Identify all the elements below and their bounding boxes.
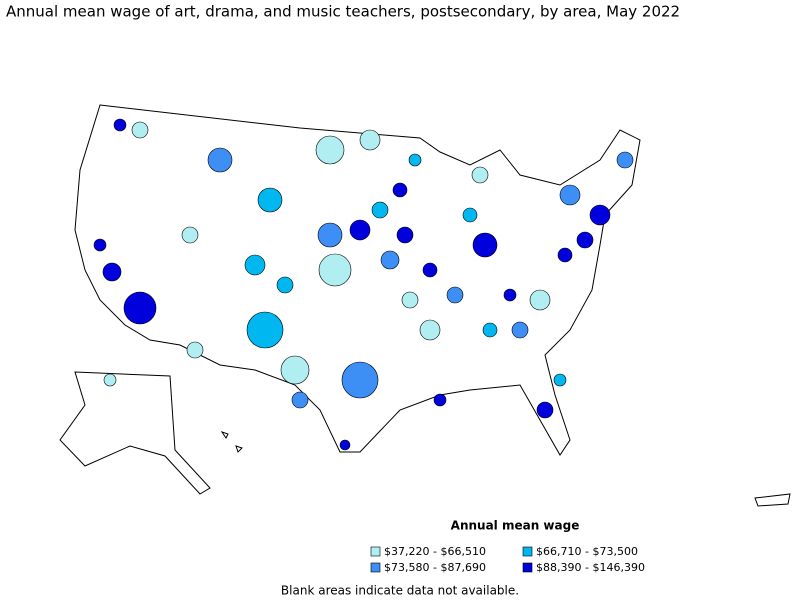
- wage-area: [462, 207, 478, 223]
- wage-area: [131, 121, 149, 139]
- wage-area: [291, 391, 309, 409]
- wage-area: [349, 219, 371, 241]
- legend-label: $37,220 - $66,510: [384, 545, 486, 558]
- wage-area: [103, 373, 117, 387]
- wage-area: [207, 147, 233, 173]
- wage-area: [553, 373, 567, 387]
- wage-area: [276, 276, 294, 294]
- legend-label: $73,580 - $87,690: [384, 561, 486, 574]
- wage-area: [246, 311, 284, 349]
- wage-area: [408, 153, 422, 167]
- wage-area: [422, 262, 438, 278]
- puerto-rico: [754, 493, 791, 507]
- wage-area: [280, 355, 310, 385]
- wage-area: [341, 361, 379, 399]
- wage-area: [536, 401, 554, 419]
- wage-area: [339, 439, 351, 451]
- legend-swatch: [370, 562, 381, 573]
- wage-area: [471, 166, 489, 184]
- wage-area: [557, 247, 573, 263]
- legend-title: Annual mean wage: [451, 519, 580, 533]
- contiguous-us: [74, 104, 641, 456]
- wage-area: [511, 321, 529, 339]
- wage-area: [559, 184, 581, 206]
- wage-area: [371, 201, 389, 219]
- wage-area: [419, 319, 441, 341]
- wage-area: [318, 253, 352, 287]
- wage-area: [113, 118, 127, 132]
- note: Blank areas indicate data not available.: [281, 584, 519, 598]
- wage-area: [503, 288, 517, 302]
- wage-area: [401, 291, 419, 309]
- wage-area: [446, 286, 464, 304]
- wage-area: [396, 226, 414, 244]
- wage-area: [244, 254, 266, 276]
- wage-area: [576, 231, 594, 249]
- legend-swatch: [522, 562, 533, 573]
- wage-area: [181, 226, 199, 244]
- wage-area: [529, 289, 551, 311]
- wage-area: [472, 232, 498, 258]
- wage-area: [93, 238, 107, 252]
- wage-area: [359, 129, 381, 151]
- wage-area: [257, 187, 283, 213]
- wage-area: [102, 262, 122, 282]
- wage-area: [589, 204, 611, 226]
- wage-area: [123, 291, 157, 325]
- wage-area: [482, 322, 498, 338]
- legend-label: $66,710 - $73,500: [536, 545, 638, 558]
- hawaii: [220, 431, 243, 453]
- wage-area: [315, 135, 345, 165]
- wage-area: [186, 341, 204, 359]
- wage-area: [317, 222, 343, 248]
- alaska: [59, 371, 211, 495]
- legend-label: $88,390 - $146,390: [536, 561, 645, 574]
- legend: $37,220 - $66,510 $66,710 - $73,500 $73,58…: [370, 545, 645, 574]
- wage-area: [616, 151, 634, 169]
- legend-swatch: [522, 546, 533, 557]
- legend-swatch: [370, 546, 381, 557]
- wage-area: [380, 250, 400, 270]
- title: Annual mean wage of art, drama, and musi…: [6, 3, 680, 21]
- map: [59, 104, 791, 507]
- wage-area: [433, 393, 447, 407]
- wage-area: [392, 182, 408, 198]
